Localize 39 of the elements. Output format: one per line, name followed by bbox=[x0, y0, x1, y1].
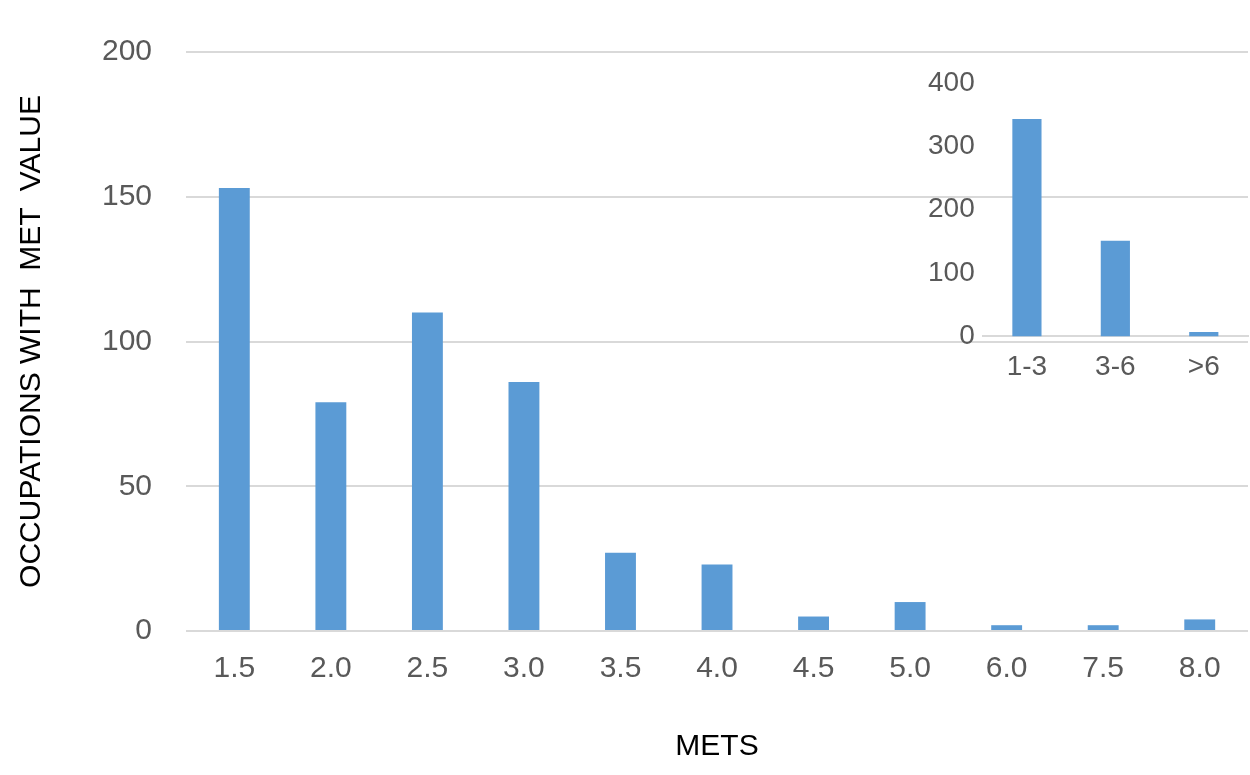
x-tick-label: 3.0 bbox=[503, 650, 545, 684]
x-axis-title: METS bbox=[675, 728, 759, 762]
x-tick-label: 1-3 bbox=[1006, 349, 1048, 381]
y-tick-label: 150 bbox=[101, 178, 153, 212]
x-tick-label: 3-6 bbox=[1095, 349, 1136, 381]
bar bbox=[798, 616, 830, 630]
bar bbox=[1087, 625, 1119, 630]
bar bbox=[411, 312, 443, 630]
x-tick-label: 4.5 bbox=[792, 650, 835, 684]
x-tick-label: 7.5 bbox=[1082, 650, 1125, 684]
x-tick-label: 8.0 bbox=[1178, 650, 1221, 684]
bar bbox=[508, 382, 540, 630]
y-tick-label: 100 bbox=[101, 322, 153, 356]
y-axis-title: OCCUPATIONS WITH MET VALUE bbox=[13, 95, 47, 588]
y-tick-label: 100 bbox=[928, 255, 975, 287]
x-tick-label: 5.0 bbox=[889, 650, 931, 684]
y-tick-label: 400 bbox=[928, 65, 975, 97]
x-tick-label: 2.5 bbox=[406, 650, 449, 684]
bar bbox=[701, 564, 733, 630]
x-tick-label: >6 bbox=[1187, 349, 1220, 381]
bar bbox=[1100, 240, 1130, 337]
y-tick-label: 200 bbox=[101, 33, 153, 67]
bar bbox=[894, 602, 926, 630]
y-tick-label: 200 bbox=[928, 192, 975, 224]
x-tick-label: 4.0 bbox=[696, 650, 738, 684]
x-tick-label: 3.5 bbox=[599, 650, 642, 684]
y-tick-label: 300 bbox=[928, 128, 975, 160]
bar bbox=[218, 188, 250, 630]
bar bbox=[315, 402, 347, 630]
bar bbox=[991, 625, 1023, 630]
bar bbox=[1184, 619, 1216, 630]
x-tick-label: 1.5 bbox=[213, 650, 256, 684]
bar bbox=[1012, 118, 1042, 337]
y-tick-label: 0 bbox=[135, 612, 153, 646]
bar bbox=[605, 552, 636, 630]
y-tick-label: 50 bbox=[118, 467, 153, 501]
x-tick-label: 2.0 bbox=[310, 650, 352, 684]
y-tick-label: 0 bbox=[959, 319, 975, 351]
x-tick-label: 6.0 bbox=[985, 650, 1028, 684]
